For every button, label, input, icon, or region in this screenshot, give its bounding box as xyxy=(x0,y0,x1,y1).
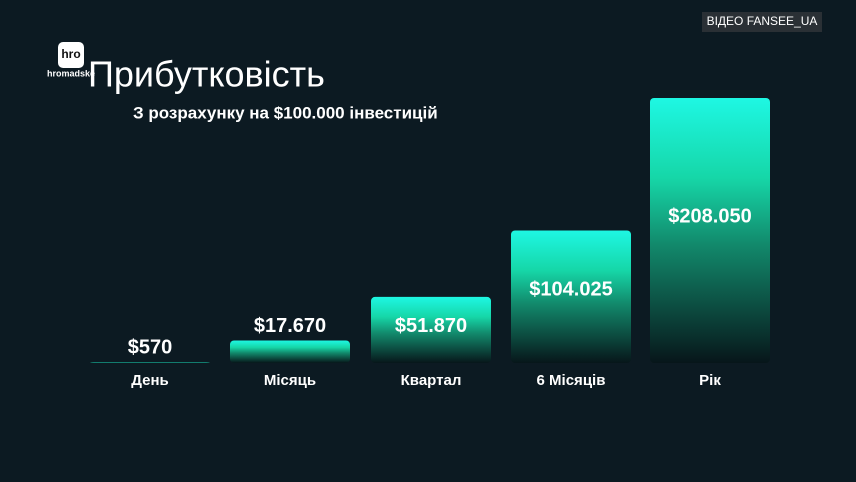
x-tick-label: День xyxy=(131,372,169,389)
value-label: $570 xyxy=(128,337,173,359)
chart-subtitle: З розрахунку на $100.000 інвестицій xyxy=(133,103,438,122)
logo-mark: hro xyxy=(61,47,80,61)
bar xyxy=(511,230,631,363)
value-label: $17.670 xyxy=(254,315,326,337)
watermark-box xyxy=(702,12,822,32)
logo-box xyxy=(58,42,84,68)
bar xyxy=(650,98,770,363)
value-label: $208.050 xyxy=(668,206,751,228)
bar xyxy=(230,340,350,363)
value-label: $51.870 xyxy=(395,315,467,337)
bar xyxy=(371,296,491,363)
x-tick-label: 6 Місяців xyxy=(537,372,606,389)
x-tick-label: Рік xyxy=(699,372,721,389)
value-label: $104.025 xyxy=(529,278,612,300)
x-tick-label: Квартал xyxy=(401,372,462,389)
x-tick-label: Місяць xyxy=(264,372,316,389)
chart-title: Прибутковість xyxy=(88,54,325,95)
bar xyxy=(90,362,210,363)
watermark: ВІДЕО FANSEE_UA xyxy=(707,14,818,28)
logo-name: hromadske xyxy=(47,68,95,78)
